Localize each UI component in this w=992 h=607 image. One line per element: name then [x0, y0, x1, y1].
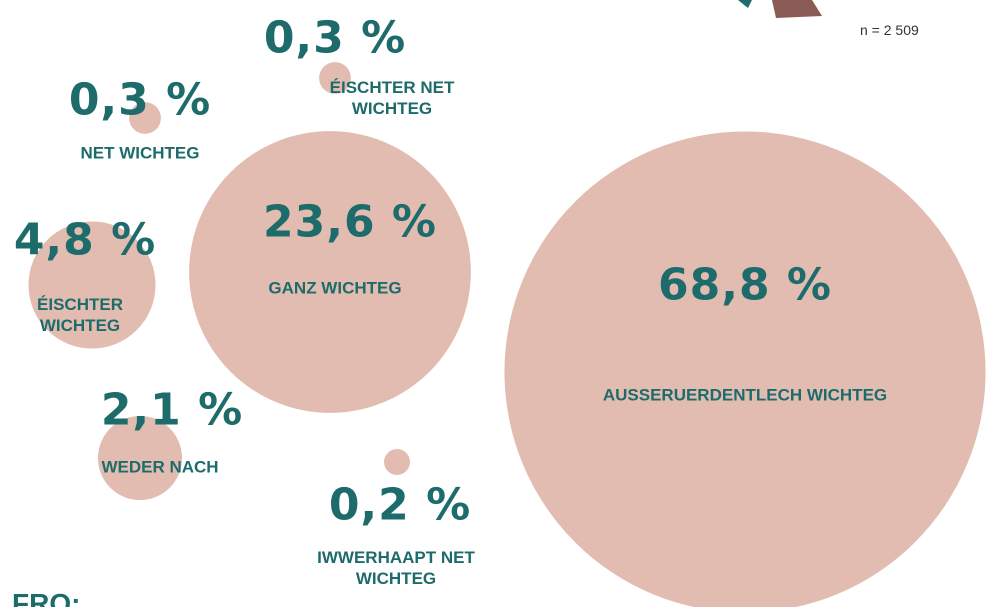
decoration [738, 0, 752, 8]
value-label: 0,3 % [263, 12, 407, 64]
category-label: ÉISCHTER WICHTEG [37, 295, 123, 335]
value-label: 2,1 % [100, 384, 244, 436]
sample-size: n = 2 509 [860, 22, 919, 38]
value-label: 68,8 % [658, 259, 832, 311]
bubble [129, 102, 161, 134]
category-label: NET WICHTEG [80, 143, 200, 163]
category-label: ÉISCHTER NET WICHTEG [329, 78, 455, 118]
bubble [189, 131, 471, 413]
value-label: 0,3 % [68, 74, 212, 126]
category-label: WEDER NACH [101, 457, 219, 477]
bubble [384, 449, 410, 475]
bubble [504, 131, 986, 607]
value-label: 4,8 % [13, 214, 157, 266]
value-label: 23,6 % [263, 196, 437, 248]
bubble [97, 415, 183, 501]
bubble [28, 221, 156, 349]
decoration [772, 0, 822, 18]
category-label: IWWERHAAPT NET WICHTEG [317, 548, 475, 588]
category-label: GANZ WICHTEG [268, 278, 402, 298]
footer-label: FRO: [12, 588, 81, 607]
bubble [319, 62, 351, 94]
value-label: 0,2 % [328, 479, 472, 531]
category-label: AUSSERUERDENTLECH WICHTEG [602, 385, 888, 405]
